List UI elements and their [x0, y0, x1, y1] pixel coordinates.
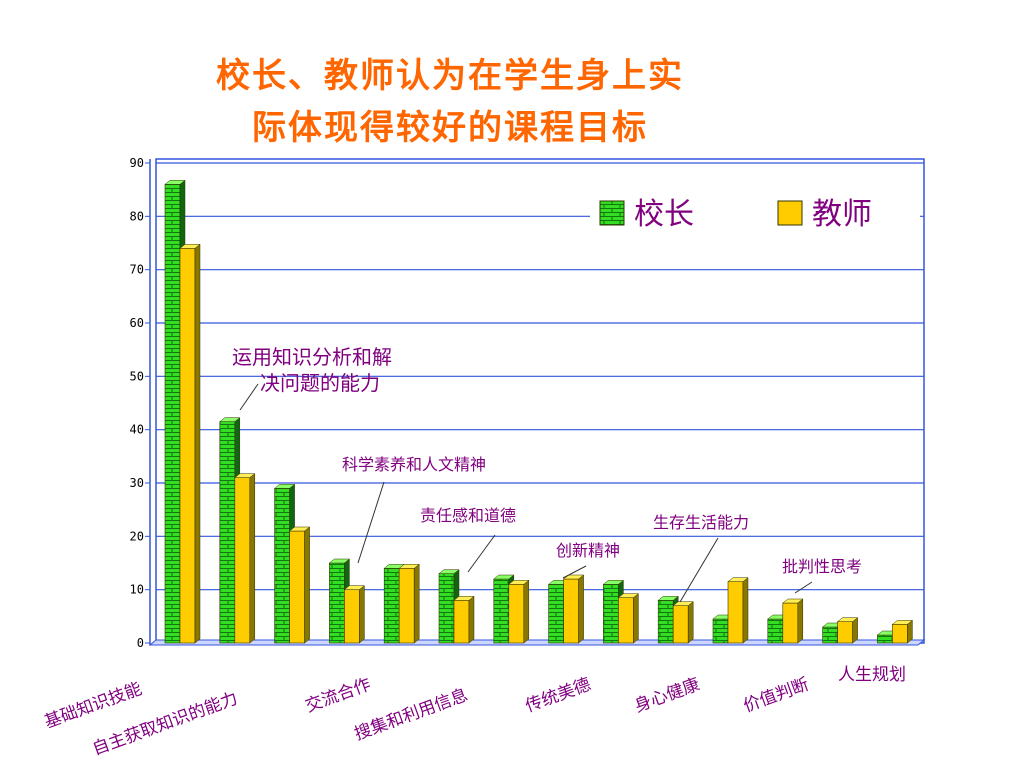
annotation-label: 决问题的能力: [260, 371, 380, 395]
legend-swatch: [599, 200, 625, 226]
annotation-label: 责任感和道德: [420, 506, 516, 525]
chart-title-line-1: 校长、教师认为在学生身上实: [216, 56, 684, 96]
y-tick-label: 0: [137, 636, 144, 650]
x-axis-category-label: 人生规划: [838, 665, 906, 685]
chart-floor: [148, 639, 926, 646]
annotation-leader-line: [239, 383, 259, 411]
y-tick-label: 70: [130, 263, 144, 277]
chart-title-line-2: 际体现得较好的课程目标: [252, 108, 648, 148]
x-axis-category-label: 身心健康: [632, 675, 703, 717]
annotation-label: 批判性思考: [782, 557, 862, 576]
annotation-label: 科学素养和人文精神: [342, 455, 486, 474]
bar-teacher: [398, 563, 420, 644]
y-tick-label: 20: [130, 529, 144, 543]
annotation-label: 运用知识分析和解: [232, 345, 392, 369]
annotation-label: 创新精神: [556, 541, 620, 560]
bar-teacher: [234, 473, 256, 644]
annotation-label: 生存生活能力: [653, 513, 749, 532]
y-tick-label: 50: [130, 369, 144, 383]
bar-teacher: [288, 526, 311, 644]
x-axis-category-label: 传统美德: [523, 675, 594, 717]
bar-teacher: [617, 593, 640, 644]
y-tick-label: 40: [130, 423, 144, 437]
y-tick-label: 60: [130, 316, 144, 330]
bar-teacher: [179, 243, 201, 644]
bar-teacher: [836, 617, 859, 644]
annotation-leader-line: [467, 534, 496, 573]
bar-teacher: [453, 595, 475, 644]
bar-teacher: [727, 577, 749, 644]
bar-teacher: [891, 619, 914, 644]
x-axis-category-label: 价值判断: [741, 675, 812, 717]
x-axis-category-label: 交流合作: [303, 675, 374, 717]
y-tick-label: 30: [130, 476, 144, 490]
bar-teacher: [782, 598, 804, 644]
x-axis-category-label: 基础知识技能: [42, 679, 145, 733]
y-tick-label: 90: [130, 156, 144, 170]
annotation-leader-line: [562, 565, 587, 579]
legend-label: 教师: [812, 197, 872, 232]
annotation-leader-line: [794, 581, 813, 594]
y-tick-label: 10: [130, 583, 144, 597]
bar-teacher: [343, 585, 366, 644]
bar-teacher: [508, 579, 530, 644]
legend: [590, 190, 920, 238]
legend-label: 校长: [634, 197, 694, 232]
bar-teacher: [672, 601, 694, 644]
annotation-leader-line: [357, 481, 385, 564]
y-tick-label: 80: [130, 209, 144, 223]
annotation-leader-line: [679, 537, 719, 603]
bar-teacher: [562, 574, 585, 644]
legend-swatch: [777, 200, 803, 226]
